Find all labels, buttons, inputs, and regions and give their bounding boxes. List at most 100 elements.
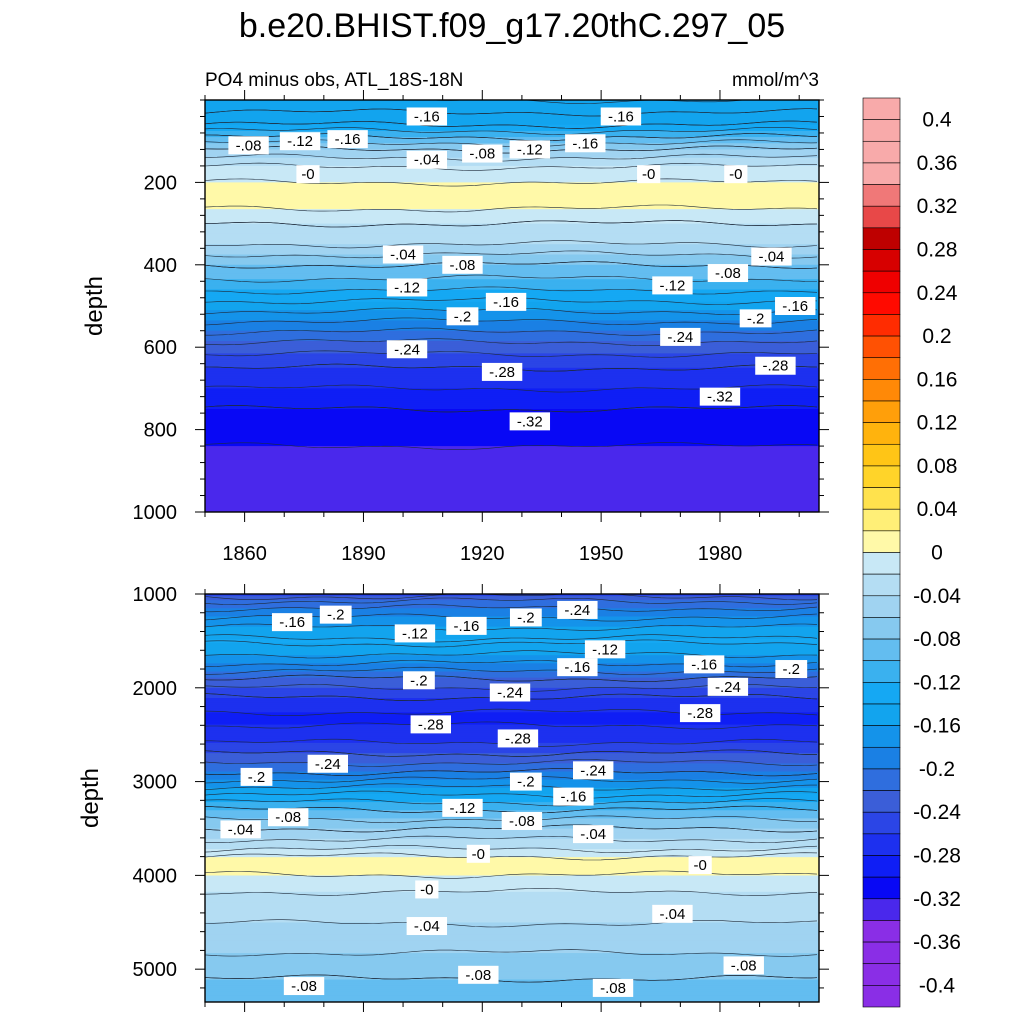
contour-band (205, 657, 819, 660)
contour-label-bg (307, 754, 348, 773)
contour-band (205, 252, 819, 256)
contour-line (205, 317, 818, 326)
contour-band (205, 887, 819, 891)
contour-band (205, 110, 819, 113)
contour-band (205, 409, 819, 412)
bottom-panel-frame (204, 593, 820, 1003)
contour-label-bg (406, 917, 448, 936)
contour-band (205, 497, 819, 501)
contour-band (205, 987, 819, 991)
contour-label-bg (724, 165, 748, 184)
colorbar-swatch (862, 660, 901, 683)
contour-label: -.2 (248, 769, 266, 786)
contour-band (205, 454, 819, 457)
contour-label-bg (509, 412, 551, 431)
colorbar-swatch (862, 703, 901, 726)
contour-label: -.16 (414, 108, 440, 125)
contour-label: -.28 (762, 358, 788, 375)
contour-label-bg (584, 640, 626, 659)
contour-band (205, 600, 819, 603)
contour-band (205, 310, 819, 313)
contour-band (205, 170, 819, 173)
contour-band (205, 487, 819, 490)
contour-band (205, 867, 819, 870)
contour-label: -.28 (489, 364, 515, 381)
contour-label-bg (509, 140, 551, 159)
contour-label: -.24 (667, 329, 693, 346)
contour-band (205, 961, 819, 964)
contour-band (205, 102, 819, 105)
contour-line (205, 327, 818, 336)
contour-band (205, 908, 819, 911)
contour-band (205, 865, 819, 868)
contour-band (205, 897, 819, 901)
contour-label-bg (509, 608, 542, 627)
contour-line (205, 100, 748, 104)
contour-line (205, 768, 818, 777)
contour-label: -.04 (580, 826, 606, 843)
contour-label: -.08 (509, 813, 535, 830)
contour-label-bg (442, 798, 483, 817)
contour-label-bg (509, 772, 542, 791)
contour-label: -.2 (454, 308, 472, 325)
contour-label: -.32 (517, 413, 543, 430)
colorbar-swatch (862, 119, 901, 142)
contour-line (205, 153, 818, 162)
contour-band (205, 116, 819, 120)
contour-band (205, 491, 819, 495)
contour-band (205, 281, 819, 284)
tick-label-year: 1920 (460, 543, 505, 565)
tick-label-year: 1890 (341, 543, 386, 565)
contour-label: -0 (693, 857, 706, 874)
contour-band (205, 749, 819, 752)
contour-label: -.16 (782, 298, 808, 315)
colorbar-swatch (862, 335, 901, 359)
contour-label: -.2 (783, 661, 801, 678)
bottom-panel-ylabel: depth (77, 768, 104, 828)
colorbar-swatch (862, 508, 901, 532)
tick-label-depth: 5000 (133, 959, 178, 981)
contour-band (205, 126, 819, 130)
contour-label: -.16 (572, 135, 598, 152)
contour-band (205, 470, 819, 474)
contour-band (205, 842, 819, 846)
contour-band (205, 157, 819, 161)
colorbar-swatch (862, 855, 901, 878)
contour-band (205, 108, 819, 111)
contour-band (205, 665, 819, 669)
tick-label-depth: 400 (144, 255, 177, 277)
contour-band (205, 198, 819, 202)
colorbar-label: -0.24 (913, 801, 961, 824)
contour-band (205, 948, 819, 952)
contour-label-bg (553, 787, 594, 806)
contour-label: -.04 (228, 821, 254, 838)
contour-band (205, 353, 819, 357)
contour-band (205, 122, 819, 126)
contour-band (205, 942, 819, 946)
colorbar-swatch (862, 379, 901, 402)
contour-band (205, 159, 819, 163)
contour-band (205, 930, 819, 934)
contour-label: -.24 (715, 679, 741, 696)
contour-band (205, 326, 819, 330)
top-panel-contour-labels: -.16 -.16 -.08 -.12 -.16 -.04 -.08 -.12 -.16 -0 -0… (228, 107, 816, 431)
contour-band (205, 235, 819, 239)
contour-band (205, 604, 819, 607)
contour-line (205, 604, 818, 613)
colorbar-label: 0.24 (917, 282, 958, 305)
contour-label: -.24 (580, 762, 606, 779)
contour-band (205, 172, 819, 175)
contour-line (205, 870, 818, 879)
contour-band (205, 969, 819, 972)
contour-label-bg (485, 292, 527, 311)
contour-label: -.08 (450, 257, 476, 274)
contour-band (205, 940, 819, 944)
contour-band (205, 946, 819, 950)
contour-band (205, 240, 819, 243)
contour-label-bg (557, 600, 598, 619)
contour-band (205, 176, 819, 179)
contour-label: -.08 (465, 967, 491, 984)
contour-band (205, 965, 819, 968)
contour-label: -.16 (335, 131, 361, 148)
contour-band (205, 718, 819, 722)
